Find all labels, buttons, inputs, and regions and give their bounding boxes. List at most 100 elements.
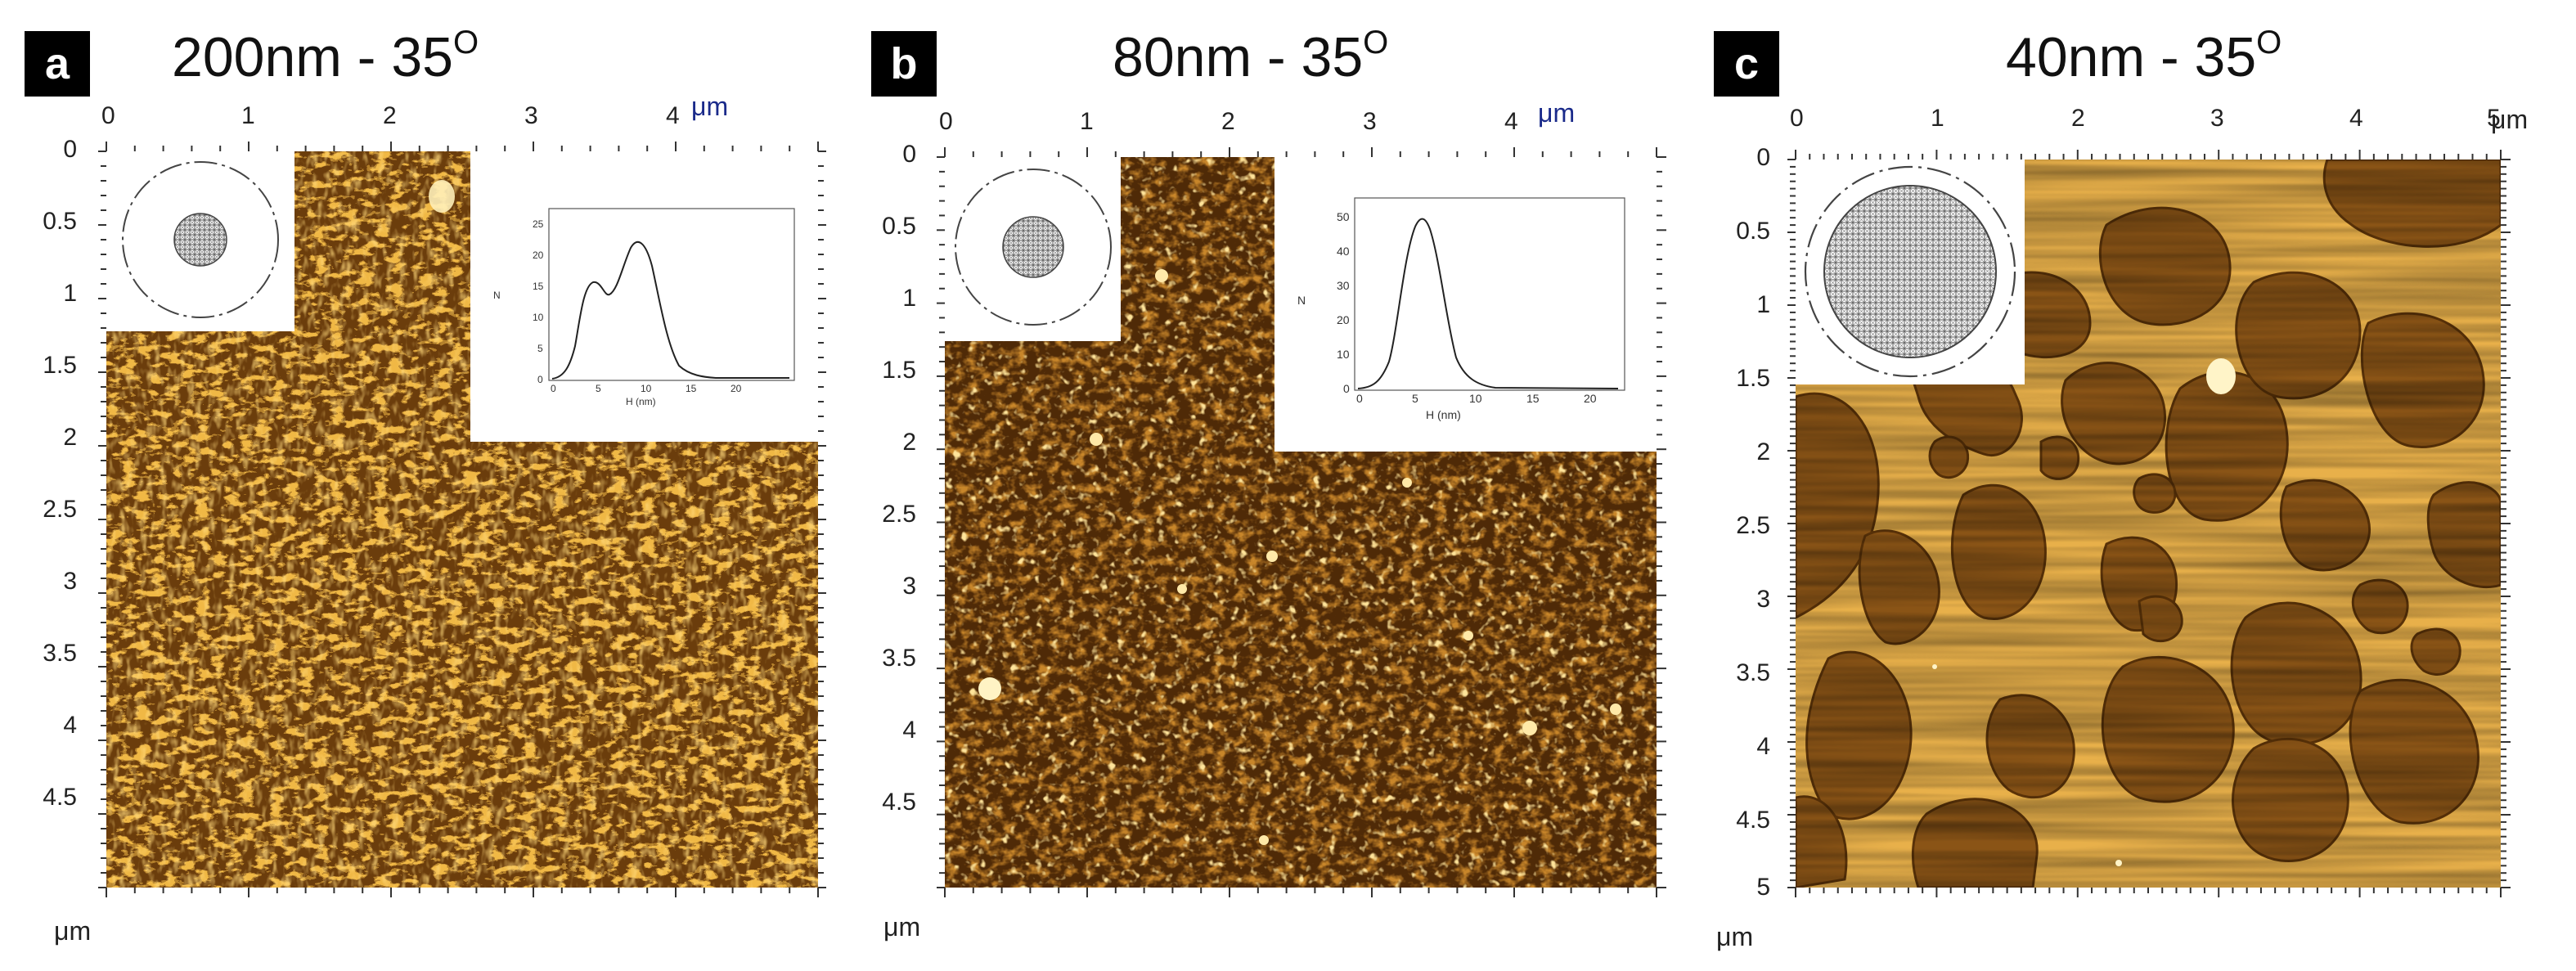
y-unit-label-b: μm bbox=[883, 912, 921, 942]
y-tick-label: 0.5 bbox=[1736, 218, 1770, 245]
y-tick-label: 0.5 bbox=[43, 208, 77, 235]
hist-ytick: 20 bbox=[533, 249, 544, 261]
y-tick-label: 1 bbox=[1756, 291, 1770, 318]
aperture-icon bbox=[1804, 165, 2016, 378]
y-tick-label: 1.5 bbox=[1736, 365, 1770, 392]
panel-letter-a: a bbox=[25, 31, 90, 97]
hist-xtick: 5 bbox=[1412, 392, 1418, 405]
y-tick-label: 3 bbox=[1756, 586, 1770, 613]
x-tick-label: 4 bbox=[2349, 105, 2363, 132]
hist-xtick: 20 bbox=[1584, 392, 1597, 405]
y-tick-label: 0 bbox=[63, 136, 77, 163]
aperture-icon bbox=[122, 161, 279, 318]
y-tick-label: 1.5 bbox=[882, 357, 916, 384]
aperture-schematic-c bbox=[1796, 160, 2025, 384]
hist-ytick: 5 bbox=[537, 343, 543, 354]
aperture-schematic-b bbox=[945, 157, 1121, 341]
hist-ylabel: N bbox=[1297, 294, 1306, 307]
hist-frame bbox=[548, 208, 795, 381]
hist-xtick: 15 bbox=[686, 383, 697, 394]
hist-ytick: 40 bbox=[1337, 245, 1350, 258]
x-unit-label-b: μm bbox=[1538, 98, 1576, 128]
hist-ytick: 0 bbox=[1343, 382, 1350, 395]
y-unit-label-c: μm bbox=[1716, 922, 1754, 951]
panel-letter-c: c bbox=[1714, 31, 1779, 97]
x-tick-label: 3 bbox=[1363, 108, 1377, 135]
y-tick-label: 4 bbox=[1756, 733, 1770, 760]
panel-title-a: 200nm - 35O bbox=[172, 25, 479, 88]
x-tick-label: 1 bbox=[1931, 105, 1944, 132]
hist-curve bbox=[551, 241, 789, 380]
axis-ticks-c bbox=[1787, 150, 2511, 897]
x-tick-label: 0 bbox=[939, 108, 953, 135]
panel-title-b: 80nm - 35O bbox=[1113, 25, 1389, 88]
y-tick-label: 1.5 bbox=[43, 352, 77, 379]
x-unit-label-a: μm bbox=[691, 92, 729, 121]
hist-ytick: 10 bbox=[533, 312, 544, 323]
panel-letter-b: b bbox=[871, 31, 937, 97]
aperture-schematic-a bbox=[106, 151, 294, 331]
x-tick-label: 1 bbox=[241, 102, 255, 129]
x-tick-label: 4 bbox=[1504, 108, 1518, 135]
hist-ytick: 25 bbox=[533, 218, 544, 230]
hist-xtick: 15 bbox=[1526, 392, 1540, 405]
x-tick-label: 5 bbox=[2487, 105, 2501, 132]
panel-title-c: 40nm - 35O bbox=[2006, 25, 2282, 88]
panel-a: a 200nm - 35O μm μm 0 1 2 3 4 0 0.5 1 1.… bbox=[0, 0, 826, 971]
histogram-plot-b: N H (nm) 0 5 10 15 20 0 10 20 30 40 50 bbox=[1297, 197, 1625, 421]
y-tick-label: 3.5 bbox=[1736, 659, 1770, 686]
y-tick-label: 0 bbox=[1756, 144, 1770, 171]
hist-xtick: 5 bbox=[596, 383, 601, 394]
hist-ytick: 0 bbox=[537, 374, 543, 385]
y-tick-label: 2 bbox=[1756, 438, 1770, 465]
y-tick-label: 3 bbox=[63, 568, 77, 595]
axis-ticks-a bbox=[98, 142, 826, 897]
y-tick-label: 1 bbox=[902, 285, 916, 312]
y-tick-label: 2 bbox=[63, 424, 77, 451]
y-tick-label: 2.5 bbox=[882, 501, 916, 528]
panel-c: c 40nm - 35O μm μm 0 1 2 3 4 5 0 0.5 1 1… bbox=[1702, 0, 2576, 971]
y-tick-label: 1 bbox=[63, 280, 77, 307]
height-histogram-b: N H (nm) 0 5 10 15 20 0 10 20 30 40 50 bbox=[1275, 157, 1657, 452]
y-unit-label-a: μm bbox=[54, 916, 92, 946]
y-tick-label: 3.5 bbox=[882, 645, 916, 672]
y-tick-label: 4.5 bbox=[882, 789, 916, 816]
y-tick-label: 5 bbox=[1756, 874, 1770, 901]
y-tick-label: 3 bbox=[902, 573, 916, 600]
y-tick-label: 4 bbox=[902, 717, 916, 744]
hist-ytick: 30 bbox=[1337, 279, 1350, 292]
x-tick-label: 3 bbox=[2210, 105, 2224, 132]
afm-texture-c bbox=[1796, 160, 2501, 888]
y-tick-label: 4.5 bbox=[1736, 807, 1770, 834]
hist-xtick: 10 bbox=[641, 383, 652, 394]
hist-ytick: 20 bbox=[1337, 313, 1350, 326]
hist-curve bbox=[1357, 218, 1619, 389]
x-tick-label: 4 bbox=[666, 102, 680, 129]
y-tick-label: 4.5 bbox=[43, 784, 77, 811]
y-tick-label: 0.5 bbox=[882, 213, 916, 240]
x-tick-label: 2 bbox=[1221, 108, 1235, 135]
hist-frame bbox=[1354, 197, 1625, 391]
hist-xtick: 0 bbox=[551, 383, 556, 394]
panel-b: b 80nm - 35O μm μm 0 1 2 3 4 0 0.5 1 1.5… bbox=[851, 0, 1677, 971]
y-tick-label: 4 bbox=[63, 712, 77, 739]
hist-ytick: 50 bbox=[1337, 210, 1350, 223]
hist-ytick: 15 bbox=[533, 281, 544, 292]
x-tick-label: 3 bbox=[524, 102, 538, 129]
x-unit-label-c: μm bbox=[2491, 105, 2529, 134]
x-tick-label: 2 bbox=[383, 102, 397, 129]
hist-xtick: 10 bbox=[1469, 392, 1482, 405]
y-tick-label: 2.5 bbox=[1736, 512, 1770, 539]
hist-ytick: 10 bbox=[1337, 348, 1350, 361]
histogram-plot-a: N H (nm) 0 5 10 15 20 0 5 10 15 20 25 bbox=[493, 208, 795, 407]
x-tick-label: 0 bbox=[1790, 105, 1804, 132]
y-tick-label: 2 bbox=[902, 429, 916, 456]
afm-image-a bbox=[106, 151, 818, 888]
hist-xlabel: H (nm) bbox=[1426, 408, 1461, 421]
x-tick-label: 1 bbox=[1080, 108, 1094, 135]
height-histogram-a: N H (nm) 0 5 10 15 20 0 5 10 15 20 25 bbox=[470, 151, 818, 442]
aperture-icon bbox=[955, 169, 1112, 326]
y-tick-label: 3.5 bbox=[43, 640, 77, 667]
y-tick-label: 2.5 bbox=[43, 496, 77, 523]
axis-ticks-b bbox=[937, 147, 1666, 897]
